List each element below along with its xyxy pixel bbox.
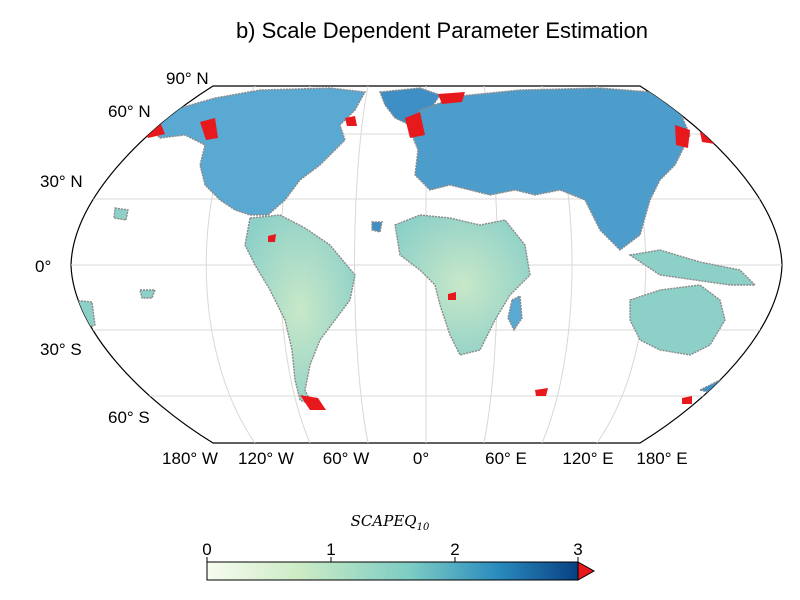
- lon-label-180w: 180° W: [162, 449, 218, 468]
- colorbar-tick-label-2: 2: [450, 540, 460, 559]
- lat-label-90n: 90° N: [166, 69, 209, 88]
- island-1: [139, 289, 157, 299]
- colorbar-title-main: SCAPEQ: [350, 512, 417, 530]
- hawaii: [113, 207, 129, 221]
- island-2: [371, 221, 383, 233]
- lon-label-120w: 120° W: [238, 449, 294, 468]
- colorbar-tick-label-0: 0: [202, 540, 212, 559]
- madagascar: [507, 294, 523, 332]
- map-title: b) Scale Dependent Parameter Estimation: [235, 18, 649, 43]
- north-america: [148, 87, 367, 216]
- australia: [629, 284, 726, 356]
- colorbar-title: SCAPEQ10: [320, 512, 460, 533]
- colorbar-gradient: [206, 561, 579, 581]
- lat-label-30n: 30° N: [40, 172, 83, 191]
- lon-label-120e: 120° E: [562, 449, 614, 468]
- land-masses: [71, 87, 762, 407]
- colorbar-tick-label-1: 1: [326, 540, 336, 559]
- colorbar: [206, 557, 596, 581]
- africa: [394, 214, 531, 356]
- lat-label-30s: 30° S: [40, 340, 82, 359]
- lon-label-0: 0°: [412, 449, 430, 468]
- pacific-islands: [71, 299, 96, 331]
- lat-label-60n: 60° N: [108, 102, 151, 121]
- lat-label-0: 0°: [35, 257, 52, 276]
- colorbar-title-subscript: 10: [416, 522, 430, 533]
- south-america: [244, 214, 356, 407]
- sea-islands: [628, 249, 757, 286]
- lat-label-60s: 60° S: [108, 408, 150, 427]
- lon-label-180e: 180° E: [636, 449, 688, 468]
- lon-label-60w: 60° W: [322, 449, 370, 468]
- colorbar-extend-max: [577, 561, 596, 581]
- lon-label-60e: 60° E: [485, 449, 527, 468]
- colorbar-tick-label-3: 3: [573, 540, 583, 559]
